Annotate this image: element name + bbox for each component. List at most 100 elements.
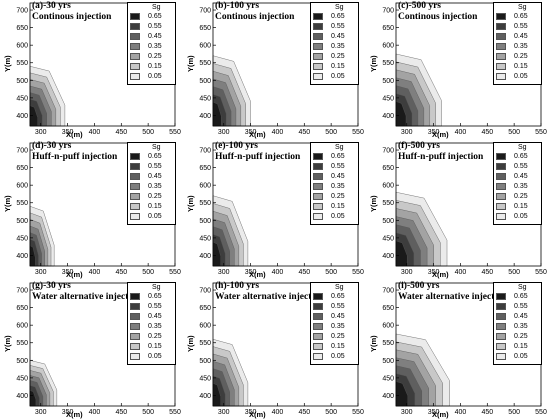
legend-item: 0.55 [313, 23, 359, 31]
x-tick-label: 550 [535, 409, 547, 416]
legend-label: 0.05 [514, 73, 528, 80]
x-tick-label: 400 [455, 269, 467, 276]
legend-item: 0.45 [496, 313, 542, 321]
y-tick-label: 450 [382, 375, 394, 382]
x-tick-label: 300 [401, 269, 413, 276]
legend-swatch [496, 203, 506, 210]
legend-label: 0.45 [331, 313, 345, 320]
legend-swatch [496, 213, 506, 220]
x-tick-label: 300 [401, 129, 413, 136]
legend-swatch [313, 213, 323, 220]
legend-item: 0.05 [313, 213, 359, 221]
legend-title: Sg [335, 284, 344, 291]
legend-swatch [130, 53, 140, 60]
legend-swatch [313, 353, 323, 360]
y-tick-label: 600 [382, 183, 394, 190]
y-tick-label: 500 [16, 78, 28, 85]
y-tick-label: 400 [16, 393, 28, 400]
legend-swatch [130, 213, 140, 220]
y-tick-label: 650 [199, 165, 211, 172]
legend-label: 0.65 [331, 153, 345, 160]
legend-label: 0.15 [148, 63, 162, 70]
y-axis-label: Y(m) [3, 335, 12, 352]
legend-item: 0.15 [313, 63, 359, 71]
x-tick-label: 350 [62, 269, 74, 276]
x-tick-label: 450 [481, 269, 493, 276]
legend-item: 0.05 [313, 353, 359, 361]
chart-panel: 300 350 400 450 500 550 400 450 500 550 600 650 700 X… [183, 280, 364, 419]
x-tick-label: 450 [115, 409, 127, 416]
legend-swatch [496, 43, 506, 50]
y-tick-label: 700 [16, 148, 28, 155]
legend-item: 0.05 [496, 73, 542, 81]
panel-title: (a)-30 yrs Continous injection [32, 1, 112, 22]
sg-legend: Sg 0.65 0.55 0.45 0.35 0.25 0.15 0.05 [127, 2, 176, 85]
legend-item: 0.25 [496, 53, 542, 61]
legend-item: 0.55 [130, 163, 176, 171]
legend-item: 0.45 [313, 173, 359, 181]
legend-label: 0.55 [514, 163, 528, 170]
legend-label: 0.35 [331, 43, 345, 50]
y-tick-label: 700 [16, 288, 28, 295]
y-tick-label: 400 [382, 393, 394, 400]
legend-swatch [496, 193, 506, 200]
x-tick-label: 450 [298, 269, 310, 276]
chart-panel: 300 350 400 450 500 550 400 450 500 550 600 650 700 X… [0, 0, 181, 139]
legend-item: 0.35 [130, 183, 176, 191]
legend-label: 0.25 [148, 193, 162, 200]
x-tick-label: 500 [142, 409, 154, 416]
panel-title: (h)-100 yrs Water alternative injection [215, 281, 325, 302]
legend-swatch [313, 33, 323, 40]
x-tick-label: 400 [89, 129, 101, 136]
y-tick-label: 500 [382, 358, 394, 365]
y-tick-label: 500 [382, 78, 394, 85]
legend-swatch [130, 343, 140, 350]
legend-item: 0.45 [130, 173, 176, 181]
x-tick-label: 350 [245, 409, 257, 416]
chart-svg: 300 350 400 450 500 550 400 450 500 550 600 650 700 [16, 142, 181, 276]
y-axis-label: Y(m) [186, 195, 195, 212]
legend-item: 0.35 [130, 323, 176, 331]
legend-label: 0.55 [514, 23, 528, 30]
chart-svg: 300 350 400 450 500 550 400 450 500 550 600 650 700 [199, 282, 364, 416]
legend-swatch [313, 163, 323, 170]
legend-label: 0.35 [148, 43, 162, 50]
y-tick-label: 700 [382, 288, 394, 295]
sg-legend: Sg 0.65 0.55 0.45 0.35 0.25 0.15 0.05 [310, 142, 359, 225]
legend-label: 0.05 [514, 213, 528, 220]
y-tick-label: 550 [382, 340, 394, 347]
legend-label: 0.45 [331, 173, 345, 180]
legend-swatch [130, 183, 140, 190]
legend-item: 0.35 [496, 43, 542, 51]
y-tick-label: 700 [199, 148, 211, 155]
x-tick-label: 350 [245, 129, 257, 136]
y-tick-label: 550 [16, 340, 28, 347]
legend-label: 0.65 [331, 293, 345, 300]
legend-label: 0.15 [514, 343, 528, 350]
legend-item: 0.35 [313, 323, 359, 331]
panel-title: (i)-500 yrs Water alternative injection [398, 281, 508, 302]
legend-swatch [313, 193, 323, 200]
x-tick-label: 350 [62, 129, 74, 136]
legend-swatch [130, 33, 140, 40]
legend-label: 0.35 [514, 183, 528, 190]
legend-item: 0.65 [313, 13, 359, 21]
y-tick-label: 500 [16, 218, 28, 225]
x-tick-label: 300 [218, 409, 230, 416]
x-axis-label: X(m) [432, 410, 449, 419]
chart-panel: 300 350 400 450 500 550 400 450 500 550 600 650 700 X… [366, 280, 547, 419]
x-tick-label: 450 [298, 409, 310, 416]
y-tick-label: 400 [382, 253, 394, 260]
legend-item: 0.45 [130, 313, 176, 321]
legend-item: 0.15 [130, 343, 176, 351]
y-tick-label: 450 [199, 95, 211, 102]
legend-label: 0.15 [514, 63, 528, 70]
legend-swatch [496, 353, 506, 360]
panel-title: (d)-30 yrs Huff-n-puff injection [32, 141, 118, 162]
legend-label: 0.45 [148, 313, 162, 320]
x-axis-label: X(m) [432, 270, 449, 279]
legend-item: 0.05 [130, 73, 176, 81]
legend-swatch [130, 163, 140, 170]
legend-swatch [496, 63, 506, 70]
y-tick-label: 400 [16, 253, 28, 260]
